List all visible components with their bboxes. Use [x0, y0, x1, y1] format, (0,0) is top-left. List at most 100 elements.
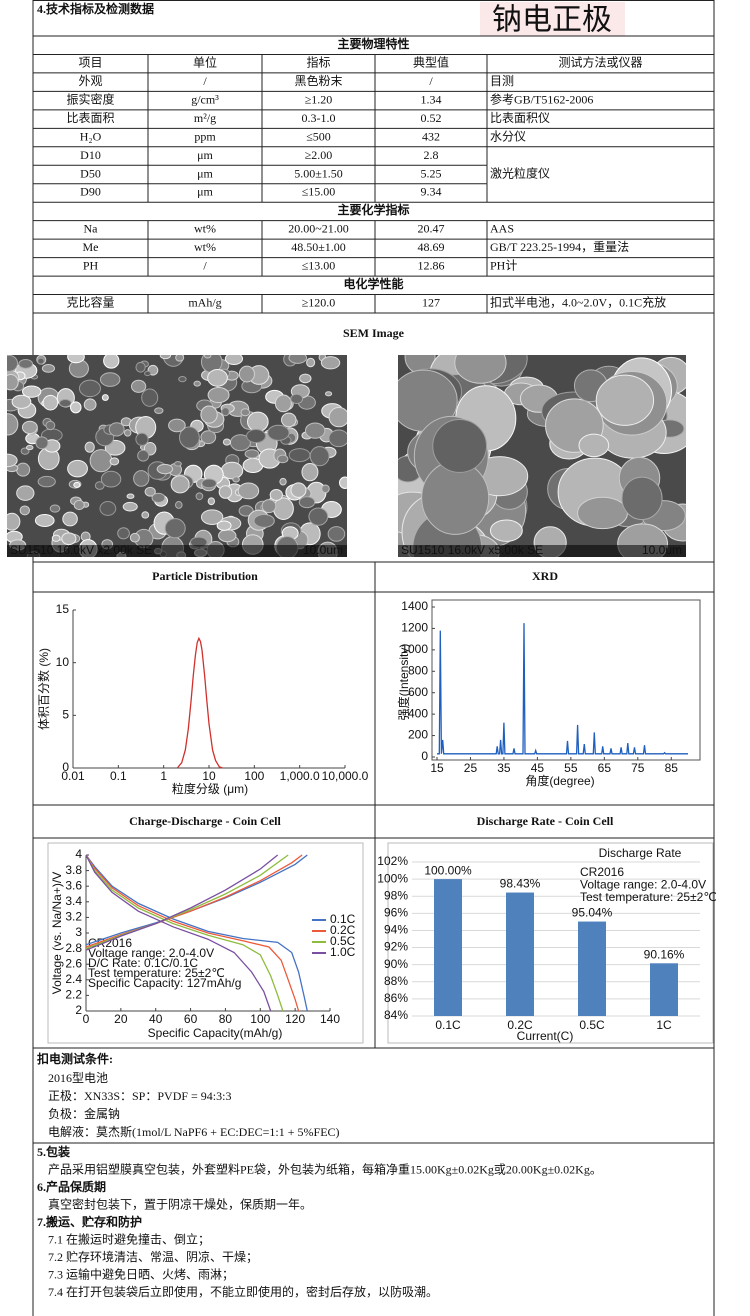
sem-particle: [7, 453, 18, 468]
sem-title: SEM Image: [343, 326, 405, 340]
sem-particle: [454, 355, 507, 384]
block-line: 负极：金属钠: [48, 1106, 120, 1121]
sem-particle: [321, 484, 330, 494]
legend-label: 0.2C: [330, 923, 356, 937]
x-tick-label: 45: [531, 761, 545, 775]
sem-particle: [108, 422, 125, 437]
sem-particle: [103, 355, 120, 369]
series-line: [85, 854, 279, 1012]
sem-particle: [11, 394, 32, 409]
sem-particle: [7, 413, 19, 436]
sem-particle: [7, 512, 21, 531]
block-line: 2016型电池: [48, 1071, 108, 1085]
table-cell: GB/T 223.25-1994，重量法: [490, 240, 629, 254]
block-line: 产品采用铝塑膜真空包装，外套塑料PE袋，外包装为纸箱，每箱净重15.00Kg±0…: [48, 1161, 602, 1176]
sem-particle: [45, 420, 56, 431]
chart-title: Discharge Rate - Coin Cell: [477, 814, 614, 828]
table-cell: 扣式半电池，4.0~2.0V，0.1C充放: [490, 295, 666, 310]
sem-particle: [135, 361, 146, 373]
bar: [578, 921, 606, 1016]
sem-particle: [247, 411, 269, 432]
table-cell: 0.3-1.0: [302, 111, 336, 125]
x-tick-label: 1: [160, 769, 167, 783]
sem-particle: [577, 496, 628, 530]
sem-particle: [216, 520, 232, 531]
table-cell: 激光粒度仪: [490, 165, 550, 180]
sem-particle: [218, 485, 233, 499]
sem-particle: [100, 470, 122, 488]
data-line: [437, 623, 688, 755]
x-tick-label: 40: [149, 1012, 163, 1026]
legend-label: 1.0C: [330, 945, 356, 959]
column-header: 项目: [78, 55, 102, 69]
sem-particle: [7, 355, 19, 372]
table-cell: 432: [422, 129, 440, 143]
y-tick-label: 90%: [384, 957, 408, 971]
sem-particle: [328, 429, 347, 448]
sem-particle: [218, 529, 237, 543]
sem-particle: [41, 364, 56, 373]
legend-label: 0.1C: [330, 912, 356, 926]
sem-particle: [156, 463, 174, 475]
x-tick-label: 120: [285, 1012, 305, 1026]
sem-particle: [129, 532, 140, 543]
sem-particle: [35, 436, 49, 450]
table-cell: μm: [197, 166, 213, 180]
y-tick-label: 94%: [384, 923, 408, 937]
y-tick-label: 100%: [377, 871, 408, 885]
sem-particle: [78, 379, 101, 398]
block-title: 扣电测试条件:: [37, 1051, 113, 1066]
sem-caption: SU1510 16.0kV x5.00k SE: [401, 543, 543, 557]
sem-particle: [261, 499, 277, 514]
table-cell: 参考GB/T5162-2006: [490, 91, 593, 106]
sem-particle: [122, 501, 138, 512]
sem-particle: [220, 461, 244, 480]
annotation: Voltage range: 2.0-4.0V: [580, 878, 706, 892]
table-cell: m²/g: [194, 111, 216, 125]
sem-particle: [224, 355, 244, 365]
plot-box: [431, 599, 701, 761]
sem-particle: [273, 497, 294, 520]
sem-particle: [94, 481, 105, 490]
y-tick-label: 86%: [384, 991, 408, 1005]
sem-particle: [21, 420, 38, 435]
block-line: 真空密封包装下，置于阴凉干燥处，保质期一年。: [48, 1196, 312, 1211]
y-tick-label: 0: [62, 760, 69, 774]
block-line: 电解液：莫杰斯(1mol/L NaPF6 + EC:DEC=1:1 + 5%FE…: [48, 1124, 340, 1139]
sem-particle: [288, 448, 311, 463]
y-tick-label: 1000: [401, 642, 428, 656]
table-cell: D50: [80, 166, 101, 180]
x-tick-label: 35: [497, 761, 511, 775]
sem-image: [7, 355, 347, 557]
sem-particle: [179, 426, 200, 449]
sem-particle: [328, 407, 347, 428]
sem-particle: [109, 457, 120, 466]
y-tick-label: 600: [408, 685, 428, 699]
sem-particle: [154, 407, 164, 415]
table-cell: Na: [84, 222, 99, 236]
sem-caption: SU1510 16.0kV x2.00k SE: [10, 543, 152, 557]
x-axis-label: 粒度分级 (μm): [172, 781, 248, 796]
sem-particle: [269, 489, 283, 501]
sem-particle: [306, 357, 316, 368]
sem-particle: [83, 398, 97, 411]
x-tick-label: 15: [430, 761, 444, 775]
y-tick-label: 200: [408, 728, 428, 742]
table-cell: /: [203, 259, 207, 273]
table-cell: 5.25: [421, 166, 442, 180]
y-tick-label: 88%: [384, 974, 408, 988]
x-tick-label: 20: [114, 1012, 128, 1026]
x-tick-label: 100: [244, 769, 264, 783]
table-cell: 12.86: [418, 259, 445, 273]
data-line: [176, 636, 223, 769]
sem-particle: [126, 493, 135, 499]
sem-particle: [16, 485, 35, 501]
y-tick-label: 3.4: [65, 894, 82, 908]
y-tick-label: 2.8: [65, 941, 82, 955]
plot-box: [47, 842, 364, 1044]
y-tick-label: 3.8: [65, 863, 82, 877]
value-label: 98.43%: [500, 877, 541, 891]
table-cell: /: [203, 74, 207, 88]
